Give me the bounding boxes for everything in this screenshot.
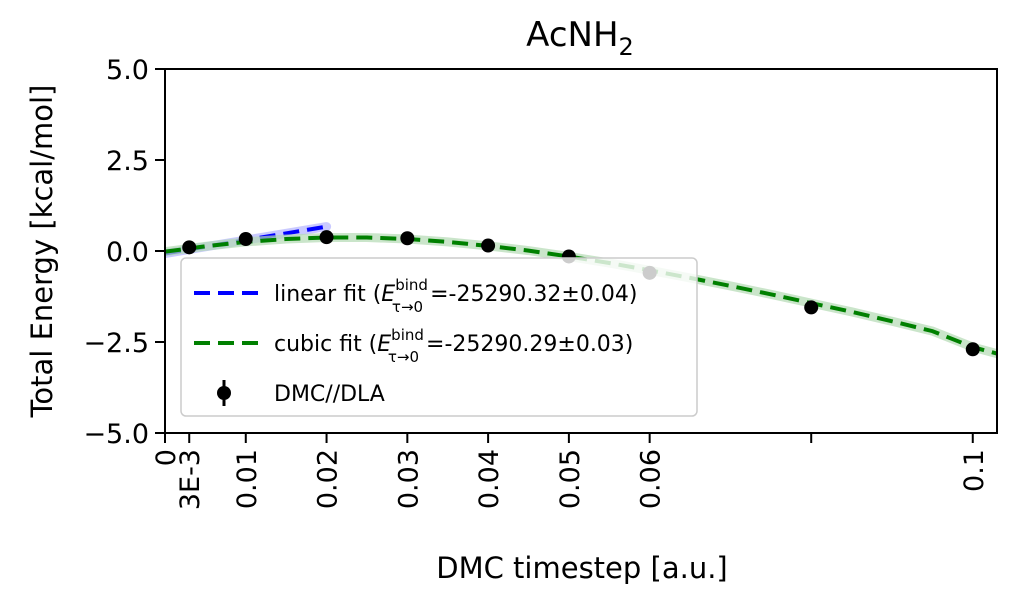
y-tick-label: 2.5 [106, 146, 149, 177]
legend-label-dmc: DMC//DLA [274, 382, 385, 407]
data-point [319, 230, 334, 245]
x-tick-label: 0.03 [393, 449, 424, 509]
data-point [804, 300, 819, 315]
data-point [400, 231, 415, 246]
legend-label-cubic-fit: cubic fit (Ebind τ→0 =-25290.29±0.03) [274, 326, 633, 366]
data-point [481, 238, 496, 253]
legend-marker-dmc [217, 386, 231, 400]
x-tick-label: 0.1 [959, 449, 990, 492]
y-tick-label: 5.0 [106, 55, 149, 86]
x-tick-label: 0.06 [636, 449, 667, 509]
x-tick-label: 0.05 [555, 449, 586, 509]
data-point [965, 342, 980, 357]
x-axis: 03E-3 0.01 0.02 0.03 0.04 0.05 0.06 0.1 [151, 433, 990, 510]
x-tick-label: 0.04 [474, 449, 505, 509]
x-tick-label: 0 [151, 449, 182, 466]
y-tick-label: 0.0 [106, 237, 149, 268]
x-axis-label: DMC timestep [a.u.] [436, 551, 728, 585]
y-axis: 5.0 2.5 0.0 −2.5 −5.0 [83, 55, 165, 450]
data-point [238, 231, 253, 246]
y-tick-label: −5.0 [83, 419, 149, 450]
x-tick-label: 0.02 [313, 449, 344, 509]
y-axis-label: Total Energy [kcal/mol] [25, 85, 59, 419]
x-tick-label: 3E-3 [175, 449, 206, 510]
x-tick-label: 0.01 [232, 449, 263, 509]
data-point [182, 240, 197, 255]
legend-box [180, 257, 698, 417]
chart-title: AcNH2 [526, 15, 634, 61]
y-tick-label: −2.5 [83, 328, 149, 359]
legend: linear fit (Ebind τ→0 =-25290.32±0.04) cu… [180, 257, 698, 417]
legend-label-linear-fit: linear fit (Ebind τ→0 =-25290.32±0.04) [274, 276, 637, 316]
